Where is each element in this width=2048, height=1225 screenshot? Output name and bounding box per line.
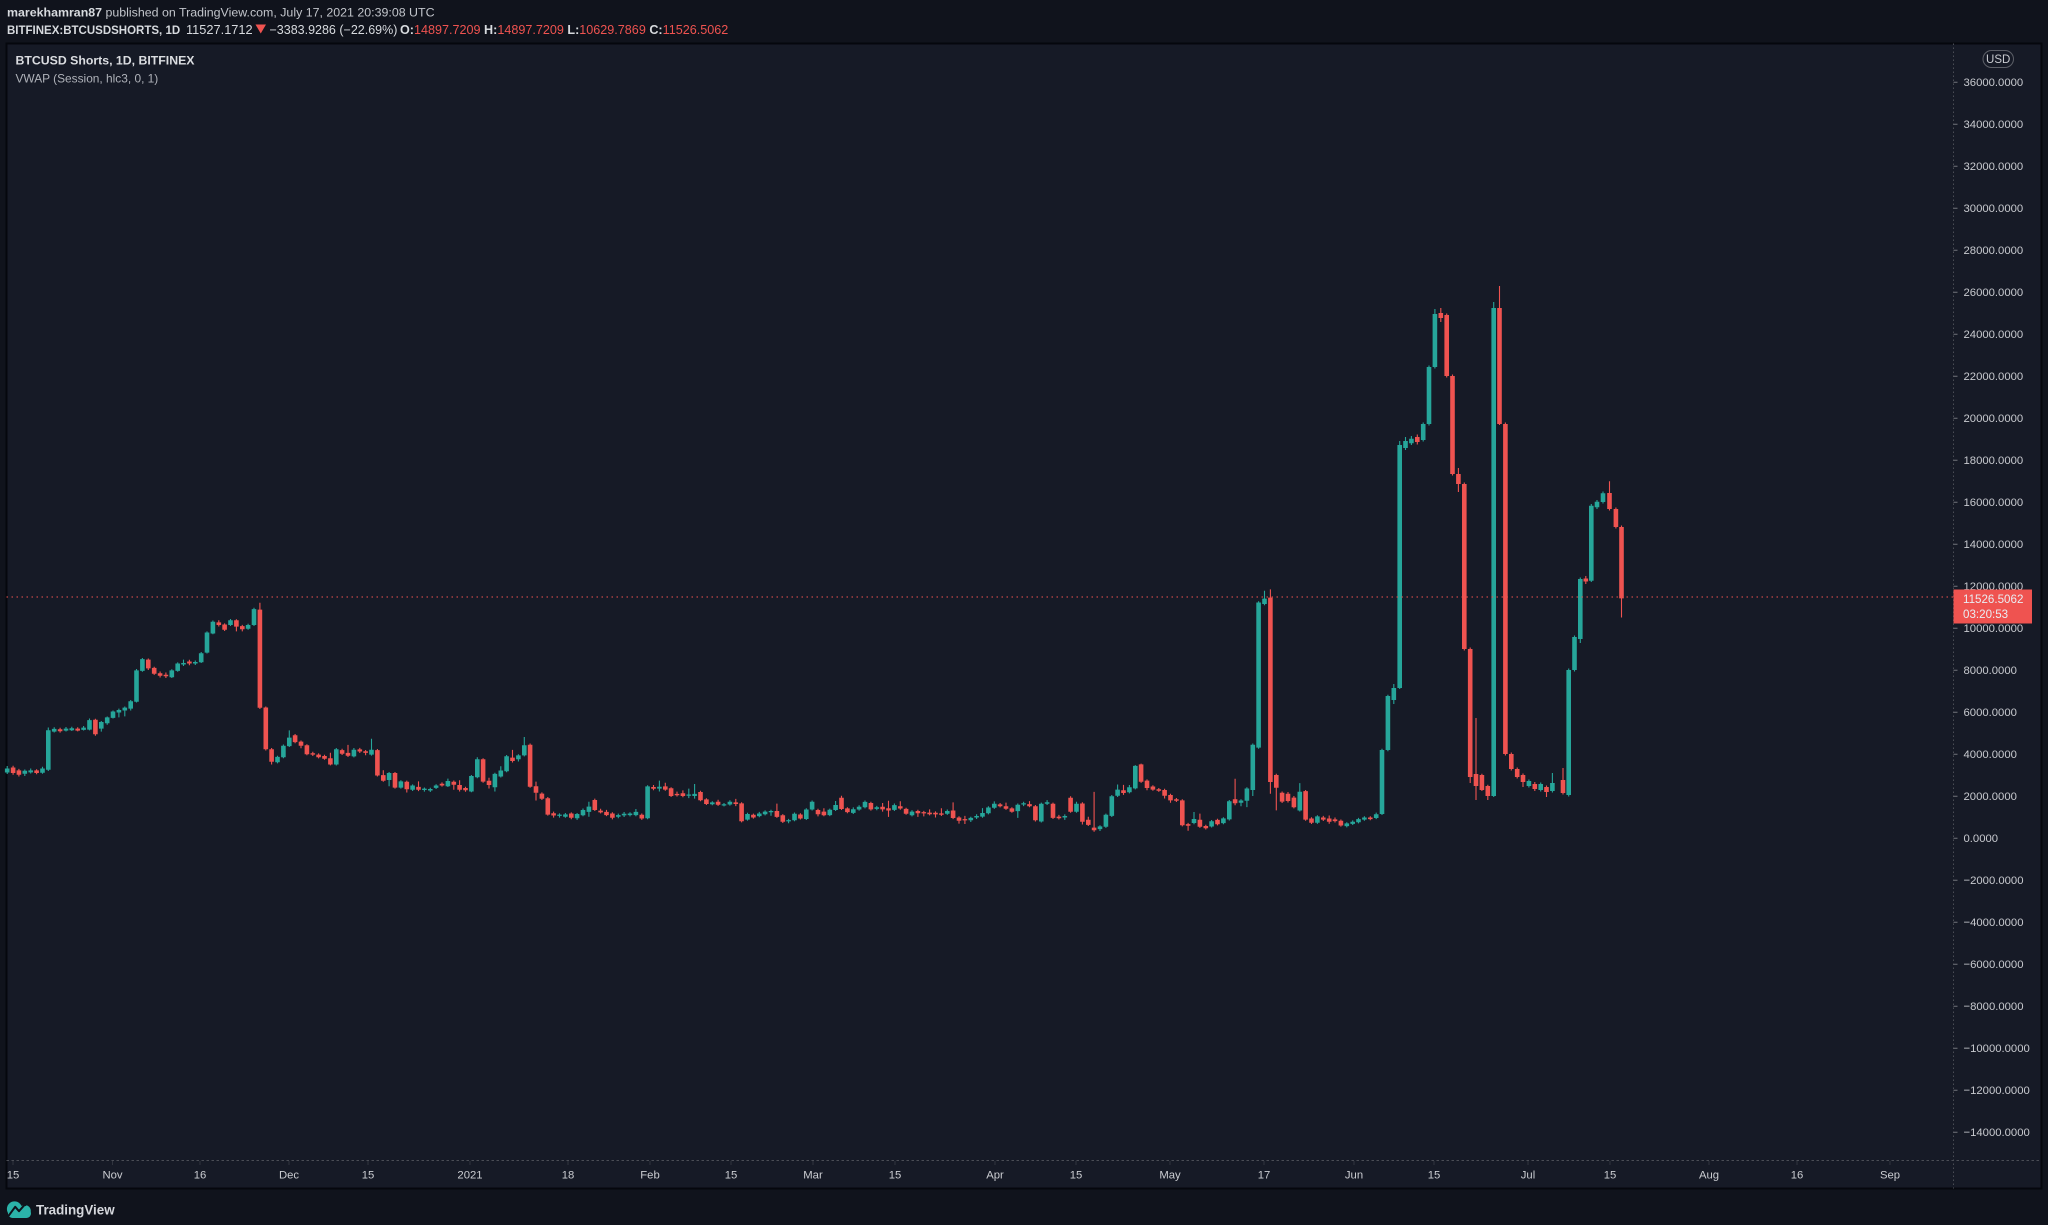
- svg-text:BITFINEX:BTCUSDSHORTS, 1D: BITFINEX:BTCUSDSHORTS, 1D: [7, 25, 180, 37]
- svg-text:−10000.0000: −10000.0000: [1964, 1043, 2030, 1055]
- svg-text:36000.0000: 36000.0000: [1964, 77, 2024, 89]
- svg-text:14000.0000: 14000.0000: [1964, 539, 2024, 551]
- svg-text:−2000.0000: −2000.0000: [1964, 875, 2024, 887]
- svg-text:16000.0000: 16000.0000: [1964, 497, 2024, 509]
- svg-text:Apr: Apr: [986, 1170, 1004, 1182]
- svg-text:24000.0000: 24000.0000: [1964, 329, 2024, 341]
- svg-text:28000.0000: 28000.0000: [1964, 245, 2024, 257]
- svg-text:17: 17: [1258, 1170, 1271, 1182]
- svg-text:−12000.0000: −12000.0000: [1964, 1085, 2030, 1097]
- svg-text:16: 16: [1791, 1170, 1804, 1182]
- svg-text:30000.0000: 30000.0000: [1964, 203, 2024, 215]
- svg-text:USD: USD: [1986, 54, 2010, 66]
- svg-text:Feb: Feb: [640, 1170, 659, 1182]
- svg-text:26000.0000: 26000.0000: [1964, 287, 2024, 299]
- svg-text:−8000.0000: −8000.0000: [1964, 1001, 2024, 1013]
- svg-text:15: 15: [362, 1170, 375, 1182]
- svg-text:20000.0000: 20000.0000: [1964, 413, 2024, 425]
- svg-text:11526.5062: 11526.5062: [1963, 593, 2023, 606]
- svg-text:May: May: [1159, 1170, 1181, 1182]
- svg-text:15: 15: [725, 1170, 738, 1182]
- svg-text:Mar: Mar: [803, 1170, 823, 1182]
- svg-text:15: 15: [889, 1170, 902, 1182]
- svg-text:15: 15: [1428, 1170, 1441, 1182]
- svg-text:11527.1712: 11527.1712: [186, 22, 253, 37]
- svg-text:2021: 2021: [457, 1170, 482, 1182]
- svg-text:2000.0000: 2000.0000: [1964, 791, 2017, 803]
- svg-text:34000.0000: 34000.0000: [1964, 119, 2024, 131]
- svg-text:18: 18: [562, 1170, 575, 1182]
- svg-text:TradingView: TradingView: [36, 1203, 115, 1218]
- svg-text:4000.0000: 4000.0000: [1964, 749, 2017, 761]
- svg-text:16: 16: [194, 1170, 207, 1182]
- svg-text:8000.0000: 8000.0000: [1964, 665, 2017, 677]
- svg-text:18000.0000: 18000.0000: [1964, 455, 2024, 467]
- svg-text:BTCUSD Shorts, 1D, BITFINEX: BTCUSD Shorts, 1D, BITFINEX: [16, 54, 196, 68]
- svg-text:10000.0000: 10000.0000: [1964, 623, 2024, 635]
- svg-text:0.0000: 0.0000: [1964, 833, 1999, 845]
- svg-text:22000.0000: 22000.0000: [1964, 371, 2024, 383]
- svg-text:Jul: Jul: [1521, 1170, 1535, 1182]
- svg-text:15: 15: [7, 1170, 20, 1182]
- svg-text:Jun: Jun: [1345, 1170, 1363, 1182]
- svg-text:marekhamran87 published on Tra: marekhamran87 published on TradingView.c…: [7, 6, 435, 20]
- svg-text:6000.0000: 6000.0000: [1964, 707, 2017, 719]
- svg-text:15: 15: [1604, 1170, 1617, 1182]
- svg-text:Dec: Dec: [279, 1170, 299, 1182]
- svg-text:−3383.9286 (−22.69%): −3383.9286 (−22.69%): [270, 23, 398, 37]
- svg-text:−6000.0000: −6000.0000: [1964, 959, 2024, 971]
- svg-text:Sep: Sep: [1880, 1170, 1900, 1182]
- svg-text:15: 15: [1070, 1170, 1083, 1182]
- svg-text:32000.0000: 32000.0000: [1964, 161, 2024, 173]
- svg-text:O:14897.7209 H:14897.7209 L:10: O:14897.7209 H:14897.7209 L:10629.7869 C…: [400, 23, 728, 37]
- svg-text:Aug: Aug: [1699, 1170, 1719, 1182]
- svg-text:03:20:53: 03:20:53: [1963, 608, 2008, 621]
- svg-text:−14000.0000: −14000.0000: [1964, 1127, 2030, 1139]
- svg-text:Nov: Nov: [102, 1170, 122, 1182]
- svg-text:VWAP (Session, hlc3, 0, 1): VWAP (Session, hlc3, 0, 1): [16, 72, 159, 86]
- svg-text:−4000.0000: −4000.0000: [1964, 917, 2024, 929]
